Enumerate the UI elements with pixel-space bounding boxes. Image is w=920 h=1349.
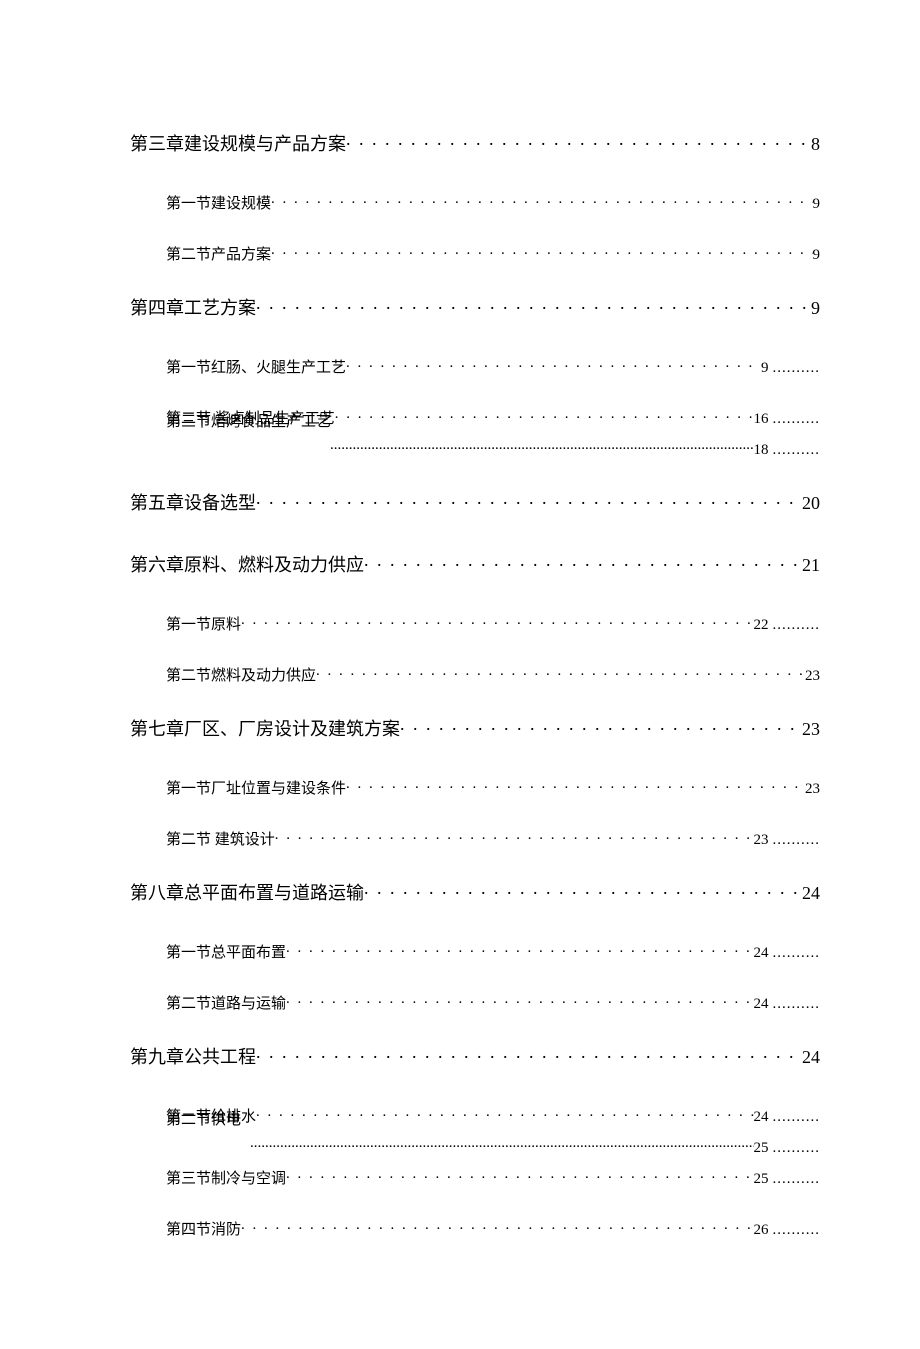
toc-page-number: 23 <box>802 719 820 740</box>
toc-chapter-6-section-2: 第二节燃料及动力供应 23 <box>130 664 820 685</box>
toc-page-number: 24 <box>754 1109 769 1126</box>
toc-chapter-4-section-3-dots: 18 .......... <box>130 439 820 459</box>
toc-label: 第一节给排水 <box>166 1105 256 1126</box>
toc-chapter-6-section-1: 第一节原料 22 .......... <box>130 613 820 634</box>
trailing-dots: .......... <box>769 360 821 377</box>
toc-label: 第九章公共工程 <box>130 1043 256 1069</box>
toc-page-number: 21 <box>802 555 820 576</box>
toc-chapter-8-section-1: 第一节总平面布置 24 .......... <box>130 941 820 962</box>
toc-label: 第一节总平面布置 <box>166 941 286 962</box>
toc-leader-dots <box>286 993 753 1008</box>
toc-label: 第二节道路与运输 <box>166 992 286 1013</box>
toc-page-number: 9 <box>761 360 769 377</box>
toc-leader-dots <box>346 357 761 372</box>
toc-leader-dots <box>256 1106 753 1121</box>
trailing-dots: .......... <box>769 617 821 634</box>
trailing-dots: .......... <box>769 996 821 1013</box>
toc-page-number: 23 <box>805 781 820 798</box>
toc-chapter-7-section-2: 第二节 建筑设计 23 .......... <box>130 828 820 849</box>
toc-label: 第八章总平面布置与道路运输 <box>130 879 364 905</box>
toc-leader-dots <box>241 1219 753 1234</box>
toc-chapter-9: 第九章公共工程 24 <box>130 1043 820 1069</box>
toc-label: 第二节燃料及动力供应 <box>166 664 316 685</box>
toc-chapter-9-section-2-dots: 25 .......... <box>130 1137 820 1157</box>
toc-leader-dots <box>346 778 805 793</box>
toc-label: 第七章厂区、厂房设计及建筑方案 <box>130 715 400 741</box>
toc-label: 第二节 建筑设计 <box>166 828 275 849</box>
toc-leader-dots <box>316 665 805 680</box>
trailing-dots: .......... <box>769 945 821 962</box>
toc-leader-dots <box>346 132 811 150</box>
toc-page: 第三章建设规模与产品方案 8 第一节建设规模 9 第二节产品方案 9 第四章工艺… <box>0 0 920 1349</box>
toc-page-number: 25 <box>754 1171 769 1188</box>
toc-chapter-4-section-1: 第一节红肠、火腿生产工艺 9 .......... <box>130 356 820 377</box>
toc-page-number: 23 <box>754 832 769 849</box>
toc-leader-dots <box>241 614 753 629</box>
toc-chapter-7-section-1: 第一节厂址位置与建设条件 23 <box>130 777 820 798</box>
toc-label: 第二节产品方案 <box>166 243 271 264</box>
trailing-dots: .......... <box>769 411 821 428</box>
toc-chapter-4-section-2: 第二节 酱卤制品生产工艺 16 .......... <box>130 407 820 428</box>
toc-label: 第三章建设规模与产品方案 <box>130 130 346 156</box>
toc-page-number: 20 <box>802 493 820 514</box>
toc-leader-dots <box>256 1045 802 1063</box>
toc-label: 第六章原料、燃料及动力供应 <box>130 551 364 577</box>
toc-leader-dots <box>250 1137 754 1152</box>
toc-label: 第五章设备选型 <box>130 489 256 515</box>
toc-chapter-3-section-1: 第一节建设规模 9 <box>130 192 820 213</box>
toc-leader-dots <box>256 296 811 314</box>
toc-chapter-5: 第五章设备选型 20 <box>130 489 820 515</box>
toc-page-number: 18 <box>754 442 769 459</box>
toc-label: 第四节消防 <box>166 1218 241 1239</box>
toc-label: 第一节建设规模 <box>166 192 271 213</box>
toc-page-number: 9 <box>813 196 821 213</box>
toc-page-number: 22 <box>754 617 769 634</box>
toc-page-number: 24 <box>802 1047 820 1068</box>
toc-page-number: 25 <box>754 1140 769 1157</box>
trailing-dots: .......... <box>769 1171 821 1188</box>
toc-page-number: 24 <box>802 883 820 904</box>
toc-chapter-4: 第四章工艺方案 9 <box>130 294 820 320</box>
toc-label: 第二节 酱卤制品生产工艺 <box>166 407 335 428</box>
toc-chapter-9-section-1: 第一节给排水 24 .......... <box>130 1105 820 1126</box>
toc-leader-dots <box>271 244 812 259</box>
toc-page-number: 23 <box>805 668 820 685</box>
toc-page-number: 24 <box>754 945 769 962</box>
toc-label: 第三节制冷与空调 <box>166 1167 286 1188</box>
toc-chapter-9-section-4: 第四节消防 26 .......... <box>130 1218 820 1239</box>
trailing-dots: .......... <box>769 1222 821 1239</box>
toc-leader-dots <box>286 942 753 957</box>
toc-chapter-9-section-3: 第三节制冷与空调 25 .......... <box>130 1167 820 1188</box>
toc-page-number: 9 <box>811 298 820 319</box>
toc-leader-dots <box>364 881 802 899</box>
trailing-dots: .......... <box>769 1140 821 1157</box>
toc-leader-dots <box>286 1168 753 1183</box>
toc-chapter-3: 第三章建设规模与产品方案 8 <box>130 130 820 156</box>
toc-label: 第四章工艺方案 <box>130 294 256 320</box>
toc-chapter-3-section-2: 第二节产品方案 9 <box>130 243 820 264</box>
toc-label: 第一节厂址位置与建设条件 <box>166 777 346 798</box>
toc-leader-dots <box>400 717 802 735</box>
toc-page-number: 9 <box>813 247 821 264</box>
toc-page-number: 26 <box>754 1222 769 1239</box>
toc-page-number: 24 <box>754 996 769 1013</box>
toc-label: 第一节原料 <box>166 613 241 634</box>
toc-leader-dots <box>256 491 802 509</box>
toc-chapter-7: 第七章厂区、厂房设计及建筑方案 23 <box>130 715 820 741</box>
trailing-dots: .......... <box>769 442 821 459</box>
toc-page-number: 16 <box>754 411 769 428</box>
toc-leader-dots <box>271 193 812 208</box>
trailing-dots: .......... <box>769 832 821 849</box>
trailing-dots: .......... <box>769 1109 821 1126</box>
toc-chapter-6: 第六章原料、燃料及动力供应 21 <box>130 551 820 577</box>
toc-leader-dots <box>335 408 754 423</box>
toc-leader-dots <box>364 553 802 571</box>
toc-leader-dots <box>330 439 754 454</box>
toc-leader-dots <box>275 829 754 844</box>
toc-chapter-8-section-2: 第二节道路与运输 24 .......... <box>130 992 820 1013</box>
toc-label: 第一节红肠、火腿生产工艺 <box>166 356 346 377</box>
toc-chapter-8: 第八章总平面布置与道路运输 24 <box>130 879 820 905</box>
toc-page-number: 8 <box>811 134 820 155</box>
